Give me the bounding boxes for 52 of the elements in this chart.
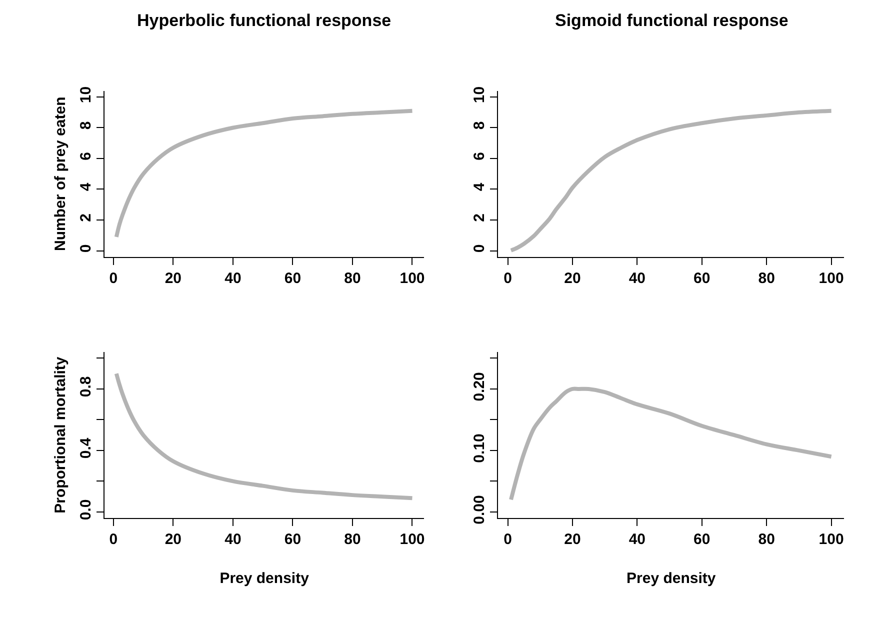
x-tick-label: 100 [400,270,425,287]
chart-title: Sigmoid functional response [555,11,788,30]
x-axis-title: Prey density [626,570,716,588]
y-tick-label: 6 [471,152,488,160]
x-tick-label: 80 [344,270,361,287]
y-tick-label: 0.0 [78,499,95,520]
x-tick-label: 100 [400,531,425,548]
y-tick-label: 8 [78,121,95,130]
x-tick-label: 0 [504,531,512,548]
line-series [509,108,834,252]
y-tick-label: 8 [471,121,488,130]
x-tick-label: 40 [628,270,646,287]
y-tick-label: 0.00 [471,495,488,524]
y-tick-label: 0 [78,244,95,253]
x-tick-label: 0 [109,531,118,548]
y-tick-label: 0 [471,244,488,253]
y-tick-label: 4 [78,182,95,192]
y-tick-label: 0.20 [471,372,488,402]
x-tick-label: 80 [758,270,775,287]
x-axis-title: Prey density [220,570,310,588]
y-tick-label: 0.4 [78,437,95,459]
y-tick-label: 0.10 [471,434,488,463]
y-tick-label: 0.8 [78,376,95,398]
x-tick-label: 20 [164,531,182,548]
x-tick-label: 60 [694,270,710,287]
x-tick-label: 40 [628,531,646,548]
x-tick-label: 60 [694,531,710,548]
x-tick-label: 20 [564,270,581,287]
y-tick-label: 10 [78,86,95,104]
x-tick-label: 40 [224,531,242,548]
line-series [114,372,414,500]
x-tick-label: 20 [164,270,182,287]
x-tick-label: 80 [344,531,361,548]
chart-title: Hyperbolic functional response [137,11,392,30]
line-series [509,386,834,502]
y-tick-label: 10 [471,86,488,104]
x-tick-label: 80 [758,531,775,548]
y-axis-title: Proportional mortality [52,356,69,514]
y-axis-title: Number of prey eaten [52,96,69,251]
x-tick-label: 40 [224,270,242,287]
x-tick-label: 0 [504,270,512,287]
x-tick-label: 100 [818,270,844,287]
y-tick-label: 2 [78,214,95,222]
y-tick-label: 4 [471,182,488,192]
y-tick-label: 6 [78,152,95,160]
x-tick-label: 100 [818,531,844,548]
x-tick-label: 60 [284,531,302,548]
y-tick-label: 2 [471,214,488,222]
x-tick-label: 20 [564,531,581,548]
line-series [114,108,414,239]
x-tick-label: 0 [109,270,118,287]
x-tick-label: 60 [284,270,302,287]
